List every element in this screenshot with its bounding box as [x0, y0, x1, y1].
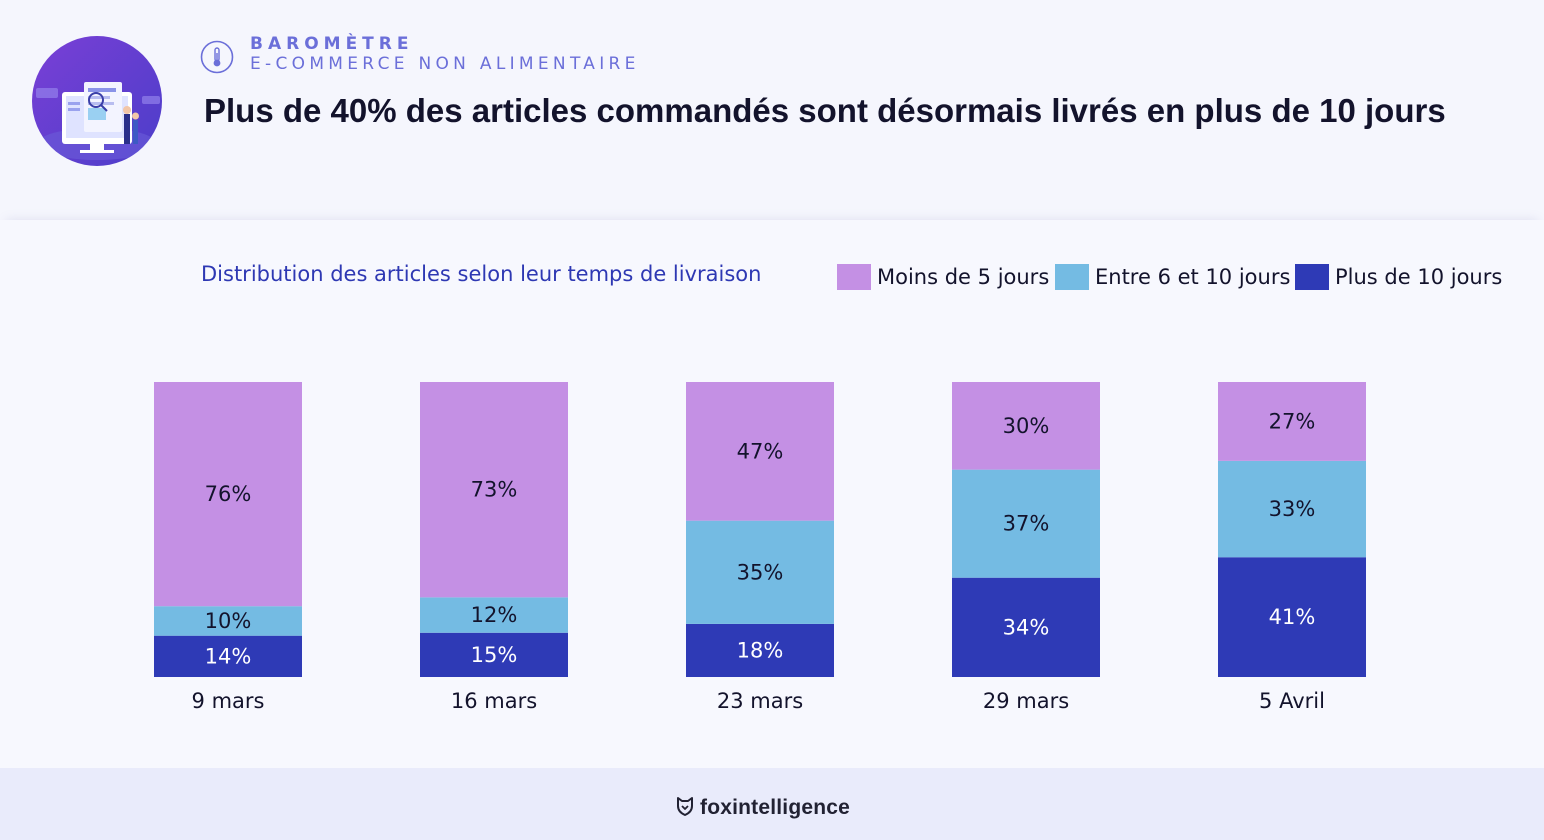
data-label: 34% [1003, 615, 1050, 639]
bar-segment-moins-de-5-jours-16-mars [420, 382, 568, 598]
legend-label: Moins de 5 jours [877, 265, 1050, 289]
data-label: 30% [1003, 414, 1050, 438]
legend-swatch [1055, 264, 1089, 290]
thermometer-icon [200, 40, 234, 74]
legend-label: Plus de 10 jours [1335, 265, 1503, 289]
legend-item-entre-6-10: Entre 6 et 10 jours [1055, 263, 1290, 291]
x-tick-label: 5 Avril [1259, 689, 1325, 713]
bar-segment-plus-de-10-jours-23-mars [686, 623, 834, 677]
bar-segment-plus-de-10-jours-9-mars [154, 635, 302, 677]
kicker-ecommerce: E-COMMERCE NON ALIMENTAIRE [250, 54, 640, 74]
data-label: 41% [1269, 605, 1316, 629]
bar-segment-entre-6-et-10-jours-29-mars [952, 469, 1100, 578]
bar-segment-entre-6-et-10-jours-16-mars [420, 597, 568, 633]
bar-segment-moins-de-5-jours-29-mars [952, 382, 1100, 470]
bar-segment-plus-de-10-jours-5-avril [1218, 557, 1366, 677]
legend-swatch [1295, 264, 1329, 290]
data-label: 18% [737, 638, 784, 662]
bar-segment-entre-6-et-10-jours-5-avril [1218, 460, 1366, 558]
x-tick-label: 23 mars [717, 689, 803, 713]
legend-item-plus-10: Plus de 10 jours [1295, 263, 1502, 291]
data-label: 33% [1269, 497, 1316, 521]
brand-name: foxintelligence [700, 796, 851, 819]
header [0, 0, 1544, 220]
data-label: 47% [737, 439, 784, 463]
brand: foxintelligence [676, 796, 850, 820]
ecommerce-illustration-icon [32, 36, 162, 166]
x-tick-label: 29 mars [983, 689, 1069, 713]
chart-title: Distribution des articles selon leur tem… [201, 262, 762, 286]
kicker-barometre: BAROMÈTRE [250, 34, 414, 54]
data-label: 14% [205, 644, 252, 668]
data-label: 10% [205, 609, 252, 633]
bar-segment-plus-de-10-jours-16-mars [420, 632, 568, 677]
x-tick-label: 9 mars [192, 689, 265, 713]
fox-logo-icon [676, 796, 694, 820]
bar-segment-moins-de-5-jours-5-avril [1218, 382, 1366, 461]
x-tick-label: 16 mars [451, 689, 537, 713]
data-label: 15% [471, 643, 518, 667]
legend-swatch [837, 264, 871, 290]
data-label: 37% [1003, 512, 1050, 536]
footer [0, 768, 1544, 840]
legend-item-moins-5: Moins de 5 jours [837, 263, 1049, 291]
legend-label: Entre 6 et 10 jours [1095, 265, 1291, 289]
data-label: 35% [737, 560, 784, 584]
bar-segment-moins-de-5-jours-9-mars [154, 382, 302, 607]
data-label: 73% [471, 478, 518, 502]
bar-segment-entre-6-et-10-jours-23-mars [686, 520, 834, 624]
page-title: Plus de 40% des articles commandés sont … [204, 92, 1446, 129]
data-label: 12% [471, 603, 518, 627]
bar-segment-entre-6-et-10-jours-9-mars [154, 606, 302, 636]
bar-segment-moins-de-5-jours-23-mars [686, 382, 834, 521]
data-label: 27% [1269, 409, 1316, 433]
data-label: 76% [205, 482, 252, 506]
bar-segment-plus-de-10-jours-29-mars [952, 577, 1100, 677]
